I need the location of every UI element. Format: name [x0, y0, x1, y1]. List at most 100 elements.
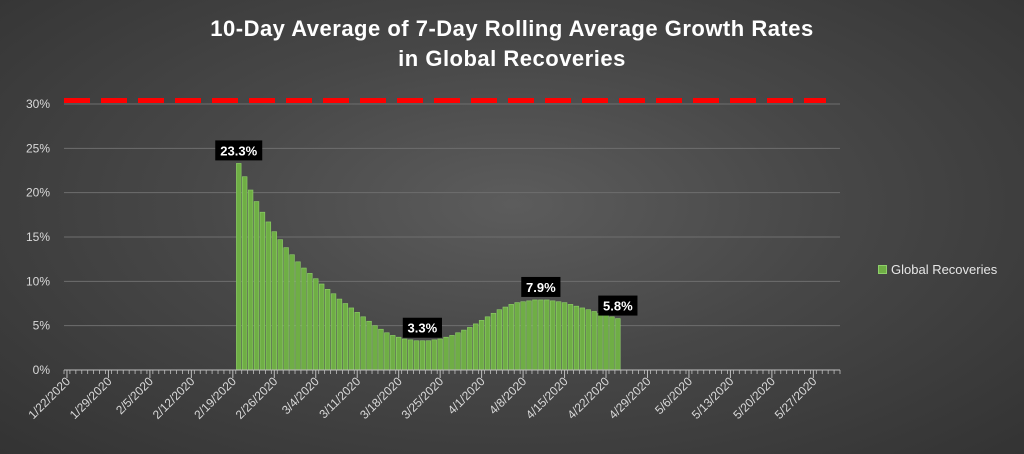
x-tick-label: 1/29/2020: [67, 374, 115, 422]
y-tick-label: 5%: [33, 319, 51, 333]
data-label: 7.9%: [521, 276, 561, 297]
bar: [378, 328, 384, 371]
bar: [437, 338, 443, 371]
bar: [579, 307, 585, 371]
bar: [283, 247, 289, 371]
y-tick-label: 0%: [33, 363, 51, 377]
bar: [615, 318, 621, 371]
bar: [330, 293, 337, 371]
bar: [253, 201, 260, 371]
x-tick-label: 3/18/2020: [357, 374, 405, 422]
bar: [265, 221, 272, 371]
bar: [342, 303, 349, 371]
data-label-text: 23.3%: [220, 143, 257, 158]
bar: [597, 312, 603, 371]
bar: [520, 301, 526, 371]
x-tick-label: 1/22/2020: [25, 374, 73, 422]
data-label-box: [402, 317, 442, 338]
bar: [366, 320, 372, 371]
bar: [384, 332, 390, 371]
bar: [455, 332, 461, 371]
chart-legend: Global Recoveries: [878, 262, 997, 277]
bar: [313, 278, 319, 371]
x-tick-label: 4/15/2020: [523, 374, 571, 422]
bar: [473, 323, 479, 371]
bar: [336, 298, 343, 371]
data-label-box: [521, 276, 561, 297]
x-tick-label: 2/19/2020: [191, 374, 239, 422]
bar: [609, 316, 615, 371]
y-tick-label: 15%: [26, 230, 50, 244]
bar: [502, 306, 508, 371]
bar: [348, 307, 354, 371]
chart-title: 10-Day Average of 7-Day Rolling Average …: [0, 14, 1024, 74]
bar: [478, 320, 485, 371]
bar: [526, 300, 532, 371]
data-label: 23.3%: [215, 140, 263, 161]
legend-swatch: [878, 265, 887, 274]
bar: [461, 329, 467, 371]
bar: [514, 302, 520, 371]
bar: [307, 273, 313, 371]
bar: [443, 336, 449, 371]
x-tick-label: 2/12/2020: [150, 374, 198, 422]
bar: [419, 340, 426, 371]
data-label-text: 7.9%: [526, 280, 556, 295]
x-tick-label: 3/25/2020: [399, 374, 447, 422]
x-tick-label: 4/1/2020: [445, 374, 488, 417]
bar: [561, 302, 568, 371]
y-tick-label: 30%: [26, 97, 50, 111]
chart-title-line-1: 10-Day Average of 7-Day Rolling Average …: [210, 16, 814, 41]
bar: [591, 311, 597, 371]
bar: [319, 283, 325, 371]
y-tick-label: 25%: [26, 141, 50, 155]
bar: [324, 289, 331, 371]
bar: [603, 314, 609, 371]
bar: [242, 176, 248, 371]
bar: [567, 304, 574, 371]
y-tick-label: 20%: [26, 186, 50, 200]
bar: [585, 309, 591, 371]
bar: [236, 163, 242, 371]
bar: [484, 316, 491, 371]
bar: [401, 338, 408, 371]
bar: [289, 254, 295, 371]
bar: [413, 340, 420, 371]
legend-label: Global Recoveries: [891, 262, 998, 277]
bar: [354, 312, 360, 371]
data-label: 5.8%: [598, 295, 638, 316]
bar: [550, 300, 556, 371]
bar: [372, 325, 378, 371]
x-tick-label: 2/26/2020: [233, 374, 281, 422]
bar: [295, 261, 301, 371]
x-tick-label: 5/13/2020: [689, 374, 737, 422]
bar: [425, 340, 431, 371]
bar: [431, 339, 437, 371]
bar: [247, 189, 254, 371]
x-tick-label: 5/20/2020: [730, 374, 778, 422]
bar: [573, 305, 580, 371]
y-tick-label: 10%: [26, 274, 50, 288]
bar: [271, 231, 277, 371]
x-tick-label: 3/11/2020: [316, 374, 363, 421]
bar: [496, 309, 503, 371]
bar: [467, 327, 473, 371]
data-label-box: [598, 295, 638, 316]
bar: [390, 335, 396, 371]
bar: [508, 304, 514, 371]
x-tick-label: 4/29/2020: [606, 374, 654, 422]
data-label-text: 5.8%: [603, 299, 633, 314]
data-label: 3.3%: [402, 317, 442, 338]
data-label-text: 3.3%: [408, 321, 438, 336]
bar: [277, 239, 283, 371]
bar: [544, 299, 550, 371]
bar: [396, 336, 402, 371]
x-tick-label: 4/22/2020: [564, 374, 612, 422]
chart-title-line-2: in Global Recoveries: [398, 46, 626, 71]
bar: [449, 335, 455, 371]
bar: [490, 312, 497, 371]
bar: [360, 316, 366, 371]
bar: [538, 299, 544, 371]
data-label-box: [215, 140, 263, 161]
